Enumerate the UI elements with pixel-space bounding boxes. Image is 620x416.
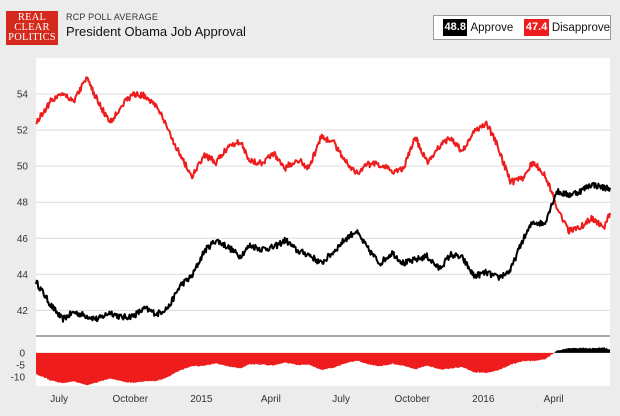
y-tick-label: 44 [17, 270, 29, 281]
x-tick-label: July [332, 394, 350, 405]
x-tick-label: July [50, 394, 68, 405]
spread-negative-area [36, 352, 610, 386]
series-lines [35, 76, 611, 323]
y-tick-label: 48 [17, 198, 29, 209]
y-tick-label: 54 [17, 90, 29, 101]
x-tick-label: October [112, 394, 148, 405]
y-tick-label: 50 [17, 162, 29, 173]
approve-line[interactable] [35, 181, 611, 323]
x-tick-label: 2016 [472, 394, 495, 405]
y-tick-label: 42 [17, 306, 29, 317]
logo-line-1: REAL [17, 12, 47, 23]
x-tick-label: April [544, 394, 564, 405]
chart-header: REAL CLEAR POLITICS RCP POLL AVERAGE Pre… [0, 0, 620, 52]
approve-value-badge: 48.8 [443, 19, 468, 36]
logo-line-3: POLITICS [8, 32, 56, 43]
chart-title: President Obama Job Approval [66, 24, 246, 39]
chart-subtitle: RCP POLL AVERAGE [66, 12, 159, 22]
spread-tick-label: 0 [19, 348, 25, 359]
disapprove-line[interactable] [35, 76, 611, 235]
x-tick-label: October [394, 394, 430, 405]
disapprove-legend-label[interactable]: Disapprove [551, 21, 610, 34]
spread-axis-ticks: 0 -5-10 [11, 348, 26, 383]
rcp-logo[interactable]: REAL CLEAR POLITICS [6, 11, 58, 45]
approve-legend-label[interactable]: Approve [470, 21, 514, 34]
approval-chart-svg[interactable]: 42 44 46 48 50 52 54 July October 2015 April July O… [0, 52, 620, 411]
spread-tick-label: -5 [16, 361, 25, 372]
y-tick-label: 46 [17, 234, 29, 245]
y-axis-ticks: 42 44 46 48 50 52 54 [17, 90, 29, 317]
chart-area: 42 44 46 48 50 52 54 July October 2015 April July O… [0, 52, 620, 411]
plot-background [36, 58, 610, 386]
logo-line-2: CLEAR [14, 22, 50, 33]
x-tick-label: April [261, 394, 281, 405]
y-tick-label: 52 [17, 126, 29, 137]
spread-tick-label: -10 [11, 373, 26, 384]
x-tick-label: 2015 [190, 394, 213, 405]
x-axis-ticks: July October 2015 April July October 2016 April [50, 394, 563, 405]
spread-area [36, 347, 610, 386]
legend: 48.8 Approve 47.4 Disapprove [433, 15, 611, 40]
disapprove-value-badge: 47.4 [524, 19, 549, 36]
